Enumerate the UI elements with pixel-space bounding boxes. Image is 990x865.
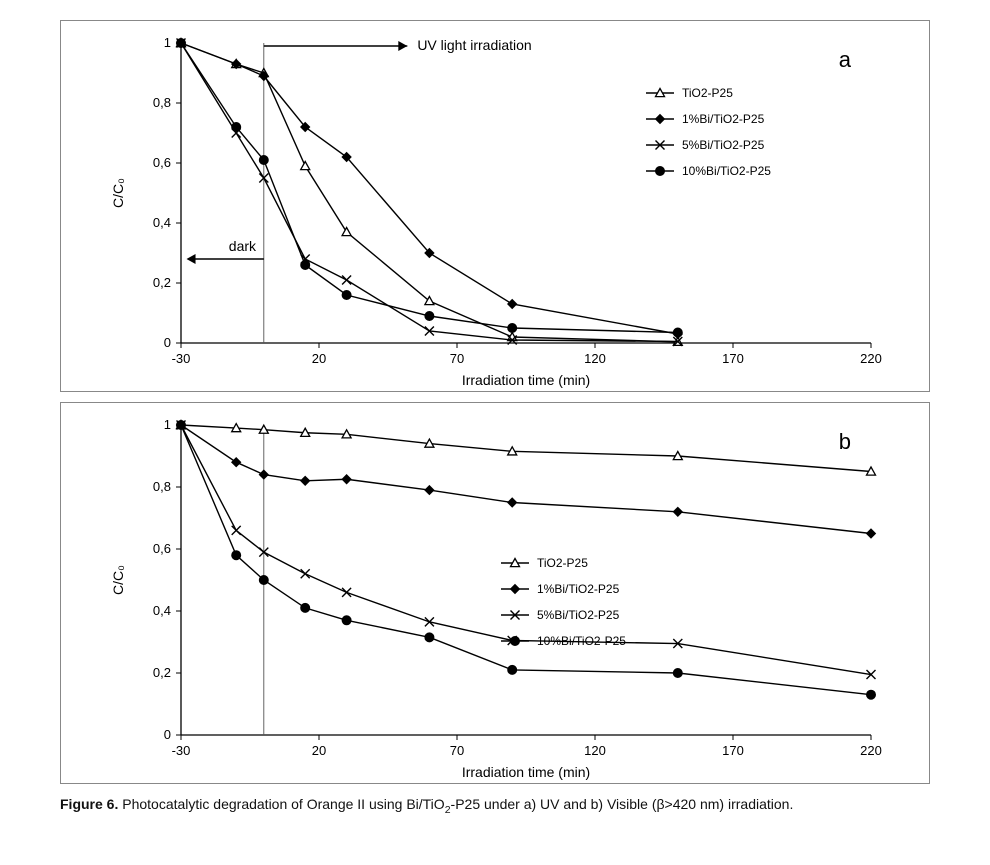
svg-text:220: 220 xyxy=(860,351,882,366)
svg-text:1%Bi/TiO2-P25: 1%Bi/TiO2-P25 xyxy=(682,112,765,126)
svg-text:TiO2-P25: TiO2-P25 xyxy=(537,556,588,570)
svg-text:C/C₀: C/C₀ xyxy=(110,565,126,595)
figure: 00,20,40,60,81-302070120170220Irradiatio… xyxy=(60,20,930,816)
svg-text:-30: -30 xyxy=(172,351,191,366)
svg-text:170: 170 xyxy=(722,743,744,758)
svg-text:1%Bi/TiO2-P25: 1%Bi/TiO2-P25 xyxy=(537,582,620,596)
svg-text:170: 170 xyxy=(722,351,744,366)
svg-text:1: 1 xyxy=(164,35,171,50)
svg-text:10%Bi/TiO2-P25: 10%Bi/TiO2-P25 xyxy=(682,164,771,178)
svg-text:a: a xyxy=(839,47,852,72)
svg-text:0,8: 0,8 xyxy=(153,479,171,494)
caption-text-post: -P25 under a) UV and b) Visible (β>420 n… xyxy=(451,796,794,812)
svg-text:Irradiation time (min): Irradiation time (min) xyxy=(462,372,590,388)
chart-panel-b: 0 0,2 0,4 0,6 0,8 1 -30 20 70 120 170 220 Irradiatio… xyxy=(60,402,930,784)
svg-text:120: 120 xyxy=(584,743,606,758)
svg-text:TiO2-P25: TiO2-P25 xyxy=(682,86,733,100)
svg-text:0,4: 0,4 xyxy=(153,215,171,230)
svg-text:0,6: 0,6 xyxy=(153,155,171,170)
svg-text:5%Bi/TiO2-P25: 5%Bi/TiO2-P25 xyxy=(682,138,765,152)
chart-panel-a: 0 0,2 0,4 0,6 0,8 1 -30 20 70 120 170 220 Irradiatio… xyxy=(60,20,930,392)
svg-text:1: 1 xyxy=(164,417,171,432)
svg-text:10%Bi/TiO2-P25: 10%Bi/TiO2-P25 xyxy=(537,634,626,648)
svg-text:0,2: 0,2 xyxy=(153,665,171,680)
svg-text:20: 20 xyxy=(312,743,326,758)
svg-text:0,2: 0,2 xyxy=(153,275,171,290)
svg-text:120: 120 xyxy=(584,351,606,366)
svg-text:-30: -30 xyxy=(172,743,191,758)
svg-text:0: 0 xyxy=(164,335,171,350)
svg-text:0,6: 0,6 xyxy=(153,541,171,556)
svg-text:0: 0 xyxy=(164,727,171,742)
caption-text-pre: Photocatalytic degradation of Orange II … xyxy=(118,796,444,812)
svg-text:70: 70 xyxy=(450,743,464,758)
svg-text:20: 20 xyxy=(312,351,326,366)
svg-text:0,4: 0,4 xyxy=(153,603,171,618)
svg-text:5%Bi/TiO2-P25: 5%Bi/TiO2-P25 xyxy=(537,608,620,622)
svg-text:dark: dark xyxy=(229,238,257,254)
figure-caption: Figure 6. Photocatalytic degradation of … xyxy=(60,796,930,816)
svg-text:220: 220 xyxy=(860,743,882,758)
svg-text:C/C₀: C/C₀ xyxy=(110,178,126,208)
svg-text:b: b xyxy=(839,429,851,454)
svg-text:Irradiation time (min): Irradiation time (min) xyxy=(462,764,590,780)
caption-bold: Figure 6. xyxy=(60,796,118,812)
svg-text:0,8: 0,8 xyxy=(153,95,171,110)
svg-text:70: 70 xyxy=(450,351,464,366)
svg-text:UV light irradiation: UV light irradiation xyxy=(417,37,531,53)
